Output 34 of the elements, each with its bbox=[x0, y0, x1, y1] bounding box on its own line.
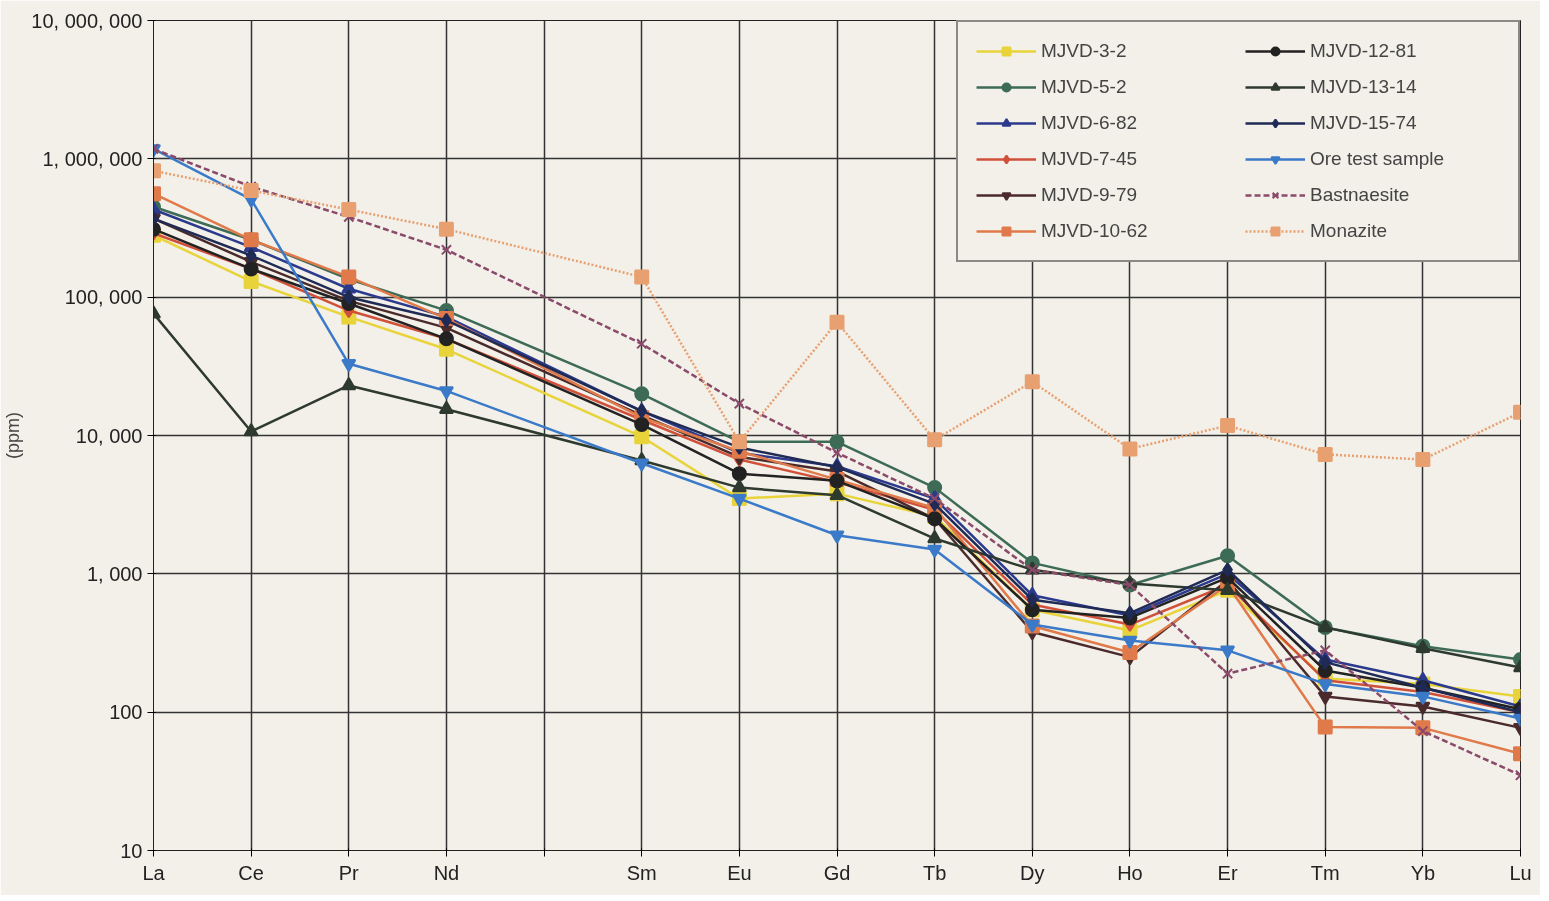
x-tick-label: Gd bbox=[823, 861, 851, 884]
x-tick-label: Ho bbox=[1117, 861, 1143, 884]
x-tick-label: Lu bbox=[1509, 861, 1532, 884]
legend-label: MJVD-12-81 bbox=[1310, 40, 1418, 62]
y-tick-label: 1, 000, 000 bbox=[42, 147, 143, 170]
x-tick-label: Ce bbox=[238, 861, 264, 884]
legend-label: MJVD-15-74 bbox=[1310, 112, 1418, 134]
y-tick-label: 100, 000 bbox=[64, 286, 143, 309]
x-tick-label: Pr bbox=[338, 861, 360, 884]
y-tick-label: 10, 000, 000 bbox=[31, 9, 143, 32]
x-tick-label: Tb bbox=[922, 861, 947, 884]
x-tick-label: La bbox=[142, 861, 166, 884]
x-tick-label: Nd bbox=[433, 861, 460, 884]
legend-label: MJVD-10-62 bbox=[1041, 220, 1149, 242]
legend-label: MJVD-6-82 bbox=[1041, 112, 1139, 134]
x-tick-label: Tm bbox=[1310, 861, 1340, 884]
y-tick-label: 10 bbox=[120, 839, 143, 862]
legend-label: MJVD-5-2 bbox=[1041, 76, 1128, 98]
legend-label: Monazite bbox=[1310, 220, 1389, 242]
legend-label: Ore test sample bbox=[1310, 148, 1446, 170]
y-tick-label: 10, 000 bbox=[75, 424, 143, 447]
y-tick-label: 1, 000 bbox=[86, 562, 143, 585]
x-tick-label: Eu bbox=[727, 861, 752, 884]
legend-label: Bastnaesite bbox=[1310, 184, 1411, 206]
legend-label: MJVD-9-79 bbox=[1041, 184, 1139, 206]
x-tick-label: Sm bbox=[626, 861, 657, 884]
y-axis-title: (ppm) bbox=[3, 411, 24, 459]
x-tick-label: Dy bbox=[1020, 861, 1045, 884]
legend-label: MJVD-7-45 bbox=[1041, 148, 1139, 170]
x-tick-label: Er bbox=[1217, 861, 1238, 884]
legend-label: MJVD-13-14 bbox=[1310, 76, 1418, 98]
y-tick-label: 100 bbox=[109, 701, 143, 724]
x-tick-label: Yb bbox=[1410, 861, 1436, 884]
legend-label: MJVD-3-2 bbox=[1041, 40, 1128, 62]
